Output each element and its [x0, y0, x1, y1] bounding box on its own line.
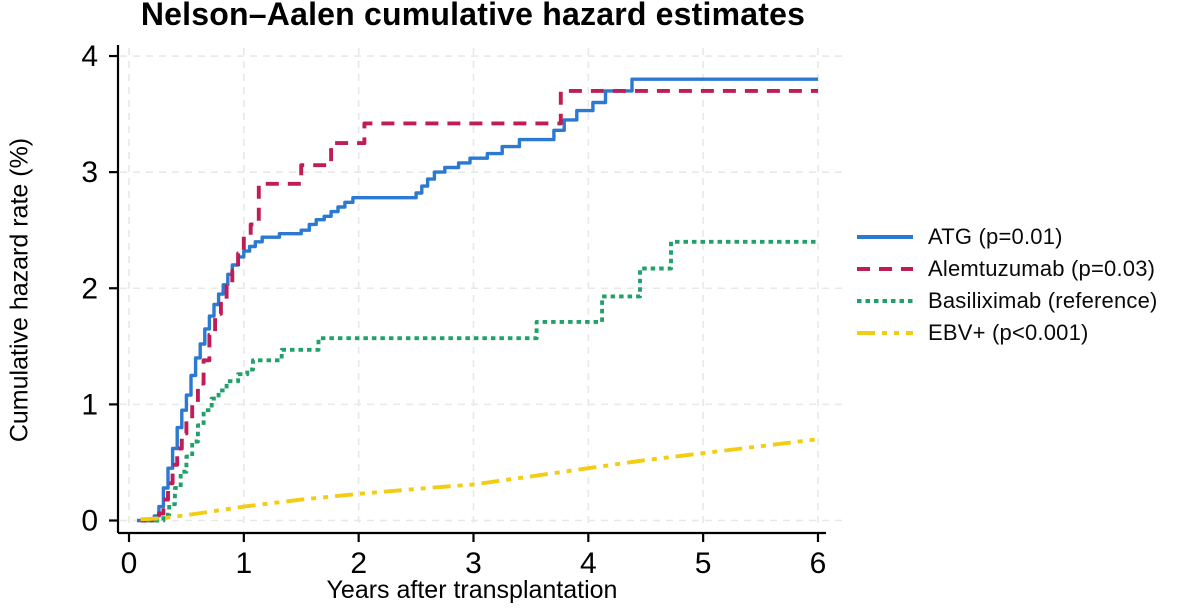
- series-line-basiliximab: [146, 239, 818, 523]
- x-tick-label: 0: [121, 547, 138, 580]
- x-tick-label: 5: [695, 547, 712, 580]
- x-tick-label: 1: [235, 547, 252, 580]
- series-line-ebv: [140, 437, 819, 522]
- legend-line-sample-basiliximab: [857, 299, 913, 303]
- chart-title: Nelson–Aalen cumulative hazard estimates: [140, 0, 806, 32]
- legend-item-alemtuzumab: Alemtuzumab (p=0.03): [856, 253, 1158, 285]
- y-tick-label: 0: [81, 505, 98, 538]
- series-line-atg: [137, 77, 818, 523]
- y-tick-label: 2: [81, 272, 98, 305]
- x-tick-label: 4: [580, 547, 597, 580]
- legend-label-basiliximab: Basiliximab (reference): [928, 288, 1158, 313]
- legend-item-basiliximab: Basiliximab (reference): [856, 285, 1158, 317]
- legend-item-atg: ATG (p=0.01): [856, 221, 1158, 253]
- legend-line-sample-alemtuzumab: [857, 267, 913, 271]
- y-tick-label: 4: [81, 40, 98, 73]
- y-tick-label: 3: [81, 156, 98, 189]
- legend-item-ebv: EBV+ (p<0.001): [856, 317, 1158, 349]
- x-tick-label: 6: [810, 547, 827, 580]
- x-tick-label: 3: [465, 547, 482, 580]
- legend: ATG (p=0.01) Alemtuzumab (p=0.03) Basilixi…: [856, 221, 1158, 349]
- legend-label-alemtuzumab: Alemtuzumab (p=0.03): [928, 256, 1156, 281]
- x-axis-title: Years after transplantation: [326, 576, 618, 604]
- y-tick-label: 1: [81, 388, 98, 421]
- series-line-alemtuzumab: [140, 88, 818, 523]
- legend-line-sample-ebv: [857, 331, 913, 335]
- x-tick-label: 2: [350, 547, 367, 580]
- legend-label-atg: ATG (p=0.01): [928, 224, 1063, 249]
- legend-line-sample-atg: [857, 235, 913, 239]
- legend-label-ebv: EBV+ (p<0.001): [928, 320, 1089, 345]
